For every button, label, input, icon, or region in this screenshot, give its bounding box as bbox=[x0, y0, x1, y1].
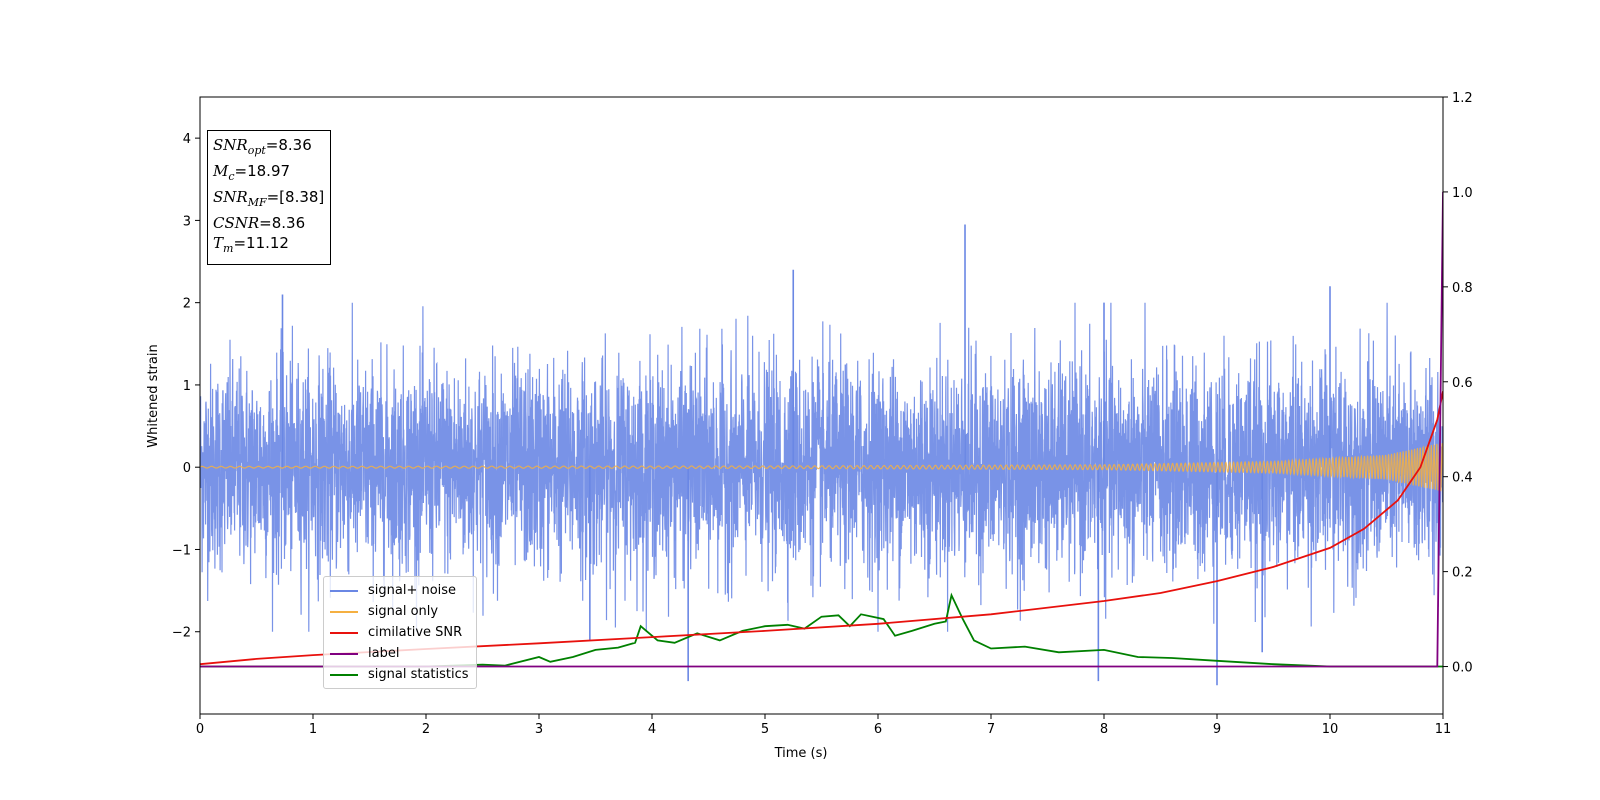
axes: 0 1 2 3 4 5 6 7 8 9 10 11 −2 −1 0 1 2 3 4 0.0 0.2 0.4 0.6 0.8 1.… bbox=[172, 91, 1473, 737]
x-tick-label: 5 bbox=[761, 722, 769, 737]
y-left-tick-label: 0 bbox=[183, 461, 191, 476]
series-signal-only bbox=[200, 443, 1443, 492]
legend-label: signal statistics bbox=[368, 667, 469, 682]
x-tick-label: 1 bbox=[309, 722, 317, 737]
x-tick-label: 2 bbox=[422, 722, 430, 737]
y-right-tick-label: 0.0 bbox=[1452, 661, 1473, 676]
y-left-tick-label: −1 bbox=[172, 543, 191, 558]
y-right-tick-label: 1.2 bbox=[1452, 91, 1473, 106]
info-snr-opt: SNRopt=8.36 bbox=[213, 136, 312, 157]
legend-item-signal-statistics: signal statistics bbox=[330, 664, 469, 685]
x-tick-label: 9 bbox=[1213, 722, 1221, 737]
x-tick-label: 10 bbox=[1322, 722, 1339, 737]
y-right-tick-label: 0.8 bbox=[1452, 281, 1473, 296]
y-left-tick-label: 1 bbox=[183, 379, 191, 394]
series-signal-statistics bbox=[200, 592, 1443, 668]
legend-item-label: label bbox=[330, 643, 469, 664]
legend-swatch bbox=[330, 673, 358, 676]
info-csnr: CSNR=8.36 bbox=[213, 214, 306, 232]
info-mc: Mc=18.97 bbox=[213, 162, 291, 183]
info-snr-mf: SNRMF=[8.38] bbox=[213, 188, 325, 209]
legend-item-signal-only: signal only bbox=[330, 601, 469, 622]
x-tick-label: 0 bbox=[196, 722, 204, 737]
y-right-tick-label: 1.0 bbox=[1452, 186, 1473, 201]
x-tick-label: 4 bbox=[648, 722, 656, 737]
y-right-tick-label: 0.2 bbox=[1452, 566, 1473, 581]
info-box: SNRopt=8.36 Mc=18.97 SNRMF=[8.38] CSNR=8… bbox=[207, 130, 332, 265]
x-tick-label: 3 bbox=[535, 722, 543, 737]
series-signal-noise bbox=[200, 302, 1443, 632]
x-tick-label: 7 bbox=[987, 722, 995, 737]
y-right-tick-label: 0.4 bbox=[1452, 471, 1473, 486]
y-left-tick-label: 3 bbox=[183, 214, 191, 229]
plot-frame bbox=[199, 96, 1444, 715]
legend-swatch bbox=[330, 589, 358, 592]
legend: signal+ noise signal only cimilative SNR… bbox=[323, 576, 477, 689]
y-left-tick-label: 2 bbox=[183, 297, 191, 312]
legend-label: cimilative SNR bbox=[368, 625, 463, 640]
y-left-tick-label: −2 bbox=[172, 626, 191, 641]
x-tick-label: 6 bbox=[874, 722, 882, 737]
info-tm: Tm=11.12 bbox=[213, 234, 289, 255]
y-axis-label: Whitened strain bbox=[146, 344, 161, 447]
x-axis-label: Time (s) bbox=[774, 746, 828, 761]
y-left-tick-label: 4 bbox=[183, 132, 191, 147]
legend-label: signal+ noise bbox=[368, 583, 457, 598]
legend-swatch bbox=[330, 631, 358, 634]
legend-item-cumulative-snr: cimilative SNR bbox=[330, 622, 469, 643]
y-right-tick-label: 0.6 bbox=[1452, 376, 1473, 391]
legend-label: signal only bbox=[368, 604, 439, 619]
series-label bbox=[200, 191, 1443, 668]
legend-label: label bbox=[368, 646, 400, 661]
legend-swatch bbox=[330, 652, 358, 655]
legend-swatch bbox=[330, 610, 358, 613]
legend-item-signal-noise: signal+ noise bbox=[330, 580, 469, 601]
x-tick-label: 11 bbox=[1435, 722, 1452, 737]
x-tick-label: 8 bbox=[1100, 722, 1108, 737]
